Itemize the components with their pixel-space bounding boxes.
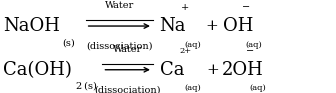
- Text: +: +: [205, 19, 218, 33]
- Text: NaOH: NaOH: [3, 17, 60, 35]
- Text: (dissociation): (dissociation): [86, 42, 153, 51]
- Text: 2: 2: [76, 82, 82, 91]
- Text: +: +: [180, 3, 189, 12]
- Text: (aq): (aq): [249, 84, 266, 92]
- Text: +: +: [207, 63, 219, 77]
- Text: Water: Water: [113, 45, 142, 54]
- Text: (aq): (aq): [185, 41, 202, 49]
- Text: 2OH: 2OH: [222, 61, 263, 79]
- Text: −: −: [242, 3, 250, 12]
- Text: OH: OH: [223, 17, 254, 35]
- Text: (aq): (aq): [185, 84, 202, 92]
- Text: (s): (s): [62, 38, 75, 47]
- Text: Water: Water: [104, 1, 134, 10]
- Text: (aq): (aq): [245, 41, 262, 49]
- Text: Ca: Ca: [160, 61, 184, 79]
- Text: Na: Na: [160, 17, 186, 35]
- Text: −: −: [246, 47, 254, 56]
- Text: (s): (s): [81, 82, 97, 91]
- Text: 2+: 2+: [179, 47, 191, 55]
- Text: Ca(OH): Ca(OH): [3, 61, 72, 79]
- Text: (dissociation): (dissociation): [94, 86, 161, 93]
